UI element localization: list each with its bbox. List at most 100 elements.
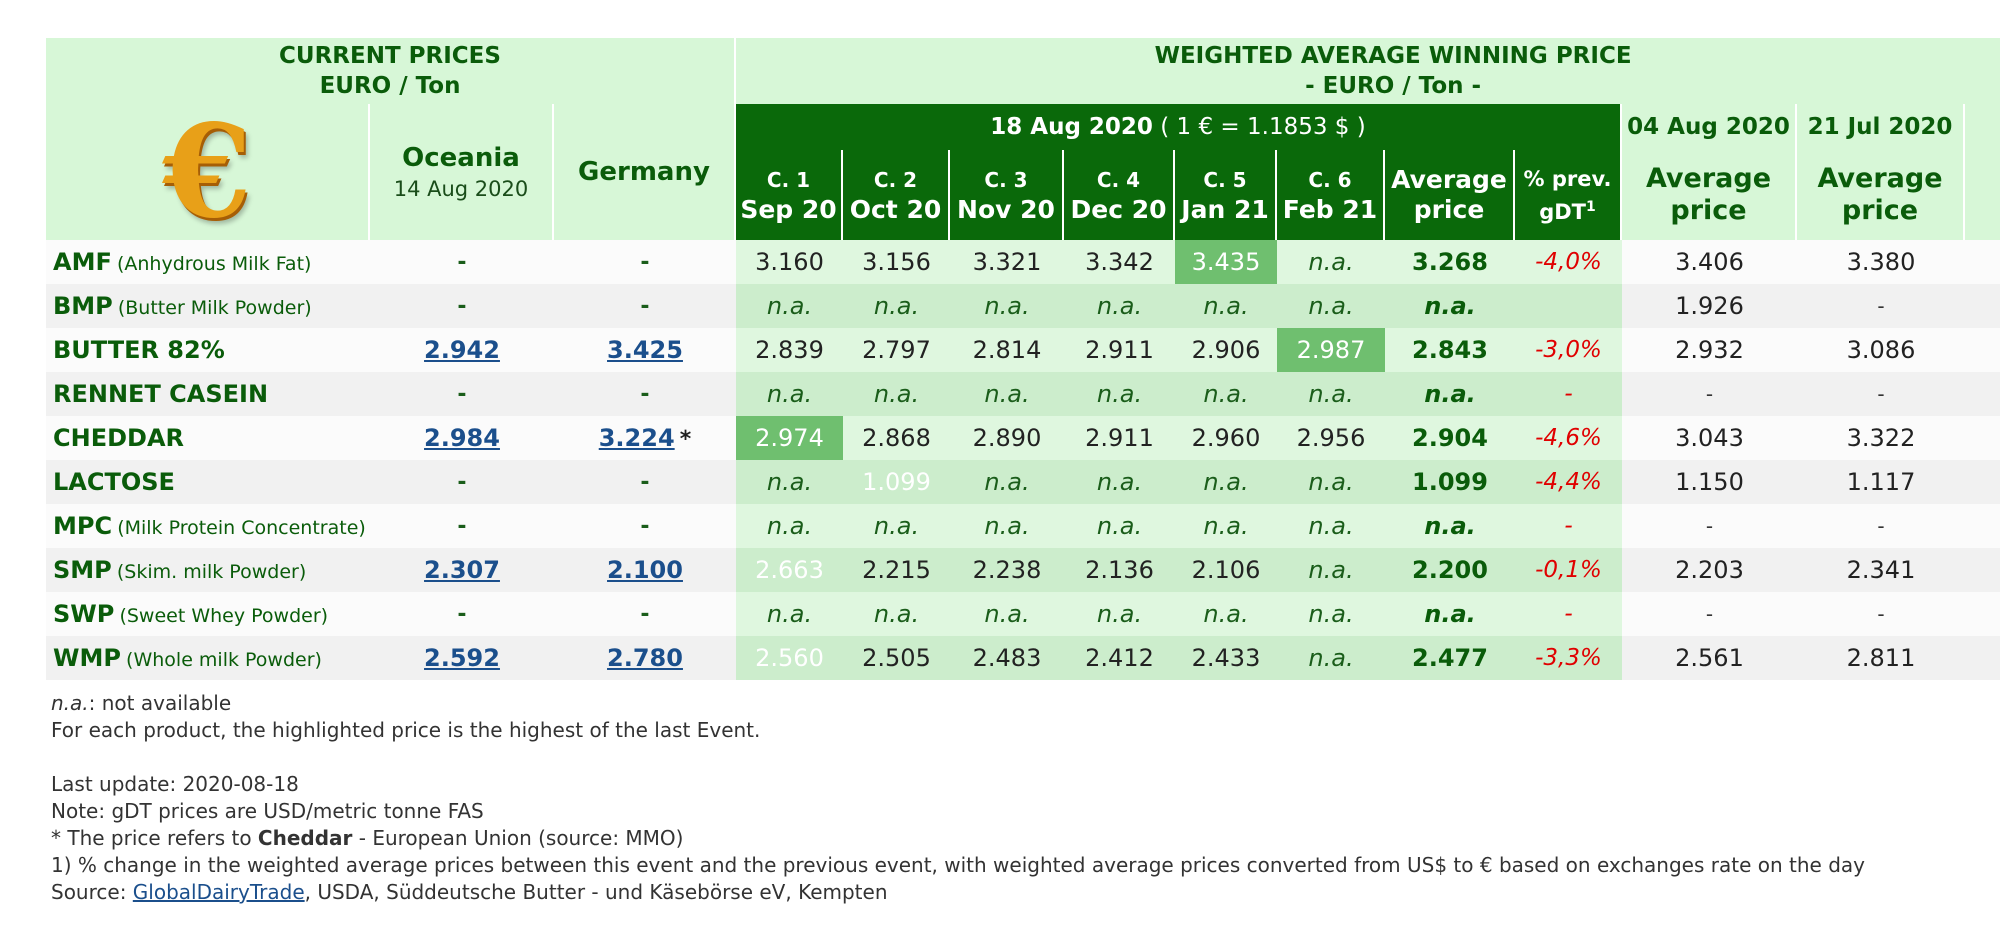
contract-cell-4: n.a. bbox=[1064, 592, 1175, 636]
prev-average-cell-1: 2.561 bbox=[1622, 636, 1797, 680]
average-price: 2.904 bbox=[1412, 424, 1488, 452]
germany-price-link[interactable]: 2.780 bbox=[607, 644, 683, 672]
pct-change-cell bbox=[1515, 284, 1622, 328]
contract-cell-5: 2.906 bbox=[1175, 328, 1277, 372]
pct-change: - bbox=[1564, 601, 1573, 627]
average-price: 2.200 bbox=[1412, 556, 1488, 584]
germany-price: - bbox=[640, 381, 650, 407]
germany-price: - bbox=[640, 293, 650, 319]
pct-change-cell: -3,3% bbox=[1515, 636, 1622, 680]
contract-price: n.a. bbox=[1308, 600, 1354, 628]
contract-price: 2.483 bbox=[972, 644, 1042, 672]
germany-price-cell: 2.100 bbox=[554, 548, 736, 592]
average-price: n.a. bbox=[1424, 292, 1476, 320]
contract-price: n.a. bbox=[984, 600, 1030, 628]
germany-price-link[interactable]: 3.425 bbox=[607, 336, 683, 364]
contract-price: n.a. bbox=[1308, 292, 1354, 320]
product-code: CHEDDAR bbox=[53, 424, 184, 452]
germany-price-cell: - bbox=[554, 504, 736, 548]
prev-average-price: 2.561 bbox=[1675, 644, 1744, 672]
contract-cell-5: n.a. bbox=[1175, 284, 1277, 328]
contract-cell-1: n.a. bbox=[736, 504, 843, 548]
contract-cell-2: 2.868 bbox=[843, 416, 950, 460]
pct-change-cell: -4,4% bbox=[1515, 460, 1622, 504]
product-cell: CHEDDAR bbox=[46, 416, 370, 460]
germany-price: - bbox=[640, 249, 650, 275]
average-price: 2.843 bbox=[1412, 336, 1488, 364]
source-prefix: Source: bbox=[51, 880, 133, 904]
contract-cell-3: n.a. bbox=[950, 284, 1064, 328]
contract-price: n.a. bbox=[984, 292, 1030, 320]
contract-price: n.a. bbox=[1203, 512, 1249, 540]
oceania-price-cell: 2.984 bbox=[370, 416, 554, 460]
last-update: Last update: 2020-08-18 bbox=[51, 772, 299, 796]
contract-price: n.a. bbox=[1203, 600, 1249, 628]
spacer-cell bbox=[1965, 284, 2000, 328]
contract-header-5: C. 5 Jan 21 bbox=[1175, 150, 1277, 240]
contract-price: n.a. bbox=[873, 512, 920, 540]
contract-cell-6: n.a. bbox=[1277, 592, 1385, 636]
notes-section: n.a.: not available For each product, th… bbox=[46, 690, 1952, 906]
germany-price: - bbox=[640, 469, 650, 495]
contract-header-4: C. 4 Dec 20 bbox=[1064, 150, 1175, 240]
na-abbr: n.a. bbox=[51, 691, 89, 715]
contract-cell-6: n.a. bbox=[1277, 240, 1385, 284]
product-full-name: (Whole milk Powder) bbox=[126, 649, 322, 671]
oceania-price: - bbox=[457, 249, 467, 275]
contract-cell-4: 2.136 bbox=[1064, 548, 1175, 592]
product-full-name: (Sweet Whey Powder) bbox=[119, 605, 329, 627]
contract-price: 2.868 bbox=[862, 424, 931, 452]
oceania-price-cell: - bbox=[370, 504, 554, 548]
prev-average-cell-1: 3.406 bbox=[1622, 240, 1797, 284]
prev-average-cell-2: 1.117 bbox=[1797, 460, 1965, 504]
oceania-price-link[interactable]: 2.592 bbox=[424, 644, 500, 672]
contract-number: C. 1 bbox=[766, 168, 811, 192]
contract-price: n.a. bbox=[766, 468, 813, 496]
contract-header-3: C. 3 Nov 20 bbox=[950, 150, 1064, 240]
contract-price: n.a. bbox=[766, 380, 813, 408]
pct-change-cell: - bbox=[1515, 592, 1622, 636]
contract-cell-3: 2.814 bbox=[950, 328, 1064, 372]
oceania-price-link[interactable]: 2.942 bbox=[424, 336, 500, 364]
prev-average-label-1: Average bbox=[1645, 163, 1772, 194]
product-cell: WMP (Whole milk Powder) bbox=[46, 636, 370, 680]
table-row: MPC (Milk Protein Concentrate) - - n.a. n.a.… bbox=[46, 504, 2000, 548]
pct-change: -3,3% bbox=[1535, 645, 1602, 671]
oceania-price-link[interactable]: 2.984 bbox=[424, 424, 500, 452]
germany-price-link[interactable]: 2.100 bbox=[607, 556, 683, 584]
contract-number: C. 6 bbox=[1308, 168, 1352, 192]
table-row: SWP (Sweet Whey Powder) - - n.a. n.a. n.a. n.a… bbox=[46, 592, 2000, 636]
contract-number: C. 2 bbox=[873, 168, 918, 192]
spacer-cell bbox=[1965, 328, 2000, 372]
germany-price-link[interactable]: 3.224 bbox=[598, 424, 675, 452]
contract-cell-6: n.a. bbox=[1277, 548, 1385, 592]
prev-average-price: - bbox=[1877, 382, 1885, 406]
pct-prev-label-1: % prev. bbox=[1523, 166, 1612, 191]
oceania-price-link[interactable]: 2.307 bbox=[424, 556, 500, 584]
contract-price: n.a. bbox=[1203, 468, 1249, 496]
pct-change: -0,1% bbox=[1535, 557, 1602, 583]
globaldairytrade-link[interactable]: GlobalDairyTrade bbox=[132, 880, 305, 904]
contract-cell-6: n.a. bbox=[1277, 504, 1385, 548]
contract-cell-5: 2.106 bbox=[1175, 548, 1277, 592]
contract-cell-6: n.a. bbox=[1277, 636, 1385, 680]
contract-price: 2.839 bbox=[755, 336, 824, 364]
product-code: BUTTER 82% bbox=[53, 336, 225, 364]
contract-price: 2.890 bbox=[972, 424, 1042, 452]
average-price-cell: 2.904 bbox=[1385, 416, 1515, 460]
table-row: BUTTER 82% 2.942 3.425 2.839 2.797 2.814 2.911… bbox=[46, 328, 2000, 372]
germany-price-cell: - bbox=[554, 284, 736, 328]
contract-cell-2: 3.156 bbox=[843, 240, 950, 284]
average-price-label-1: Average bbox=[1391, 165, 1507, 194]
product-code: SMP bbox=[53, 556, 112, 584]
product-code: MPC bbox=[53, 512, 113, 540]
contract-cell-1: n.a. bbox=[736, 284, 843, 328]
contract-cell-2: n.a. bbox=[843, 504, 950, 548]
contract-price: n.a. bbox=[873, 380, 920, 408]
contract-price: n.a. bbox=[984, 380, 1030, 408]
price-rows: AMF (Anhydrous Milk Fat) - - 3.160 3.156 3.32… bbox=[46, 240, 2000, 680]
contract-cell-1: n.a. bbox=[736, 372, 843, 416]
spacer-cell bbox=[1965, 104, 2000, 240]
contract-price: 2.215 bbox=[862, 556, 931, 584]
contract-cell-4: 3.342 bbox=[1064, 240, 1175, 284]
